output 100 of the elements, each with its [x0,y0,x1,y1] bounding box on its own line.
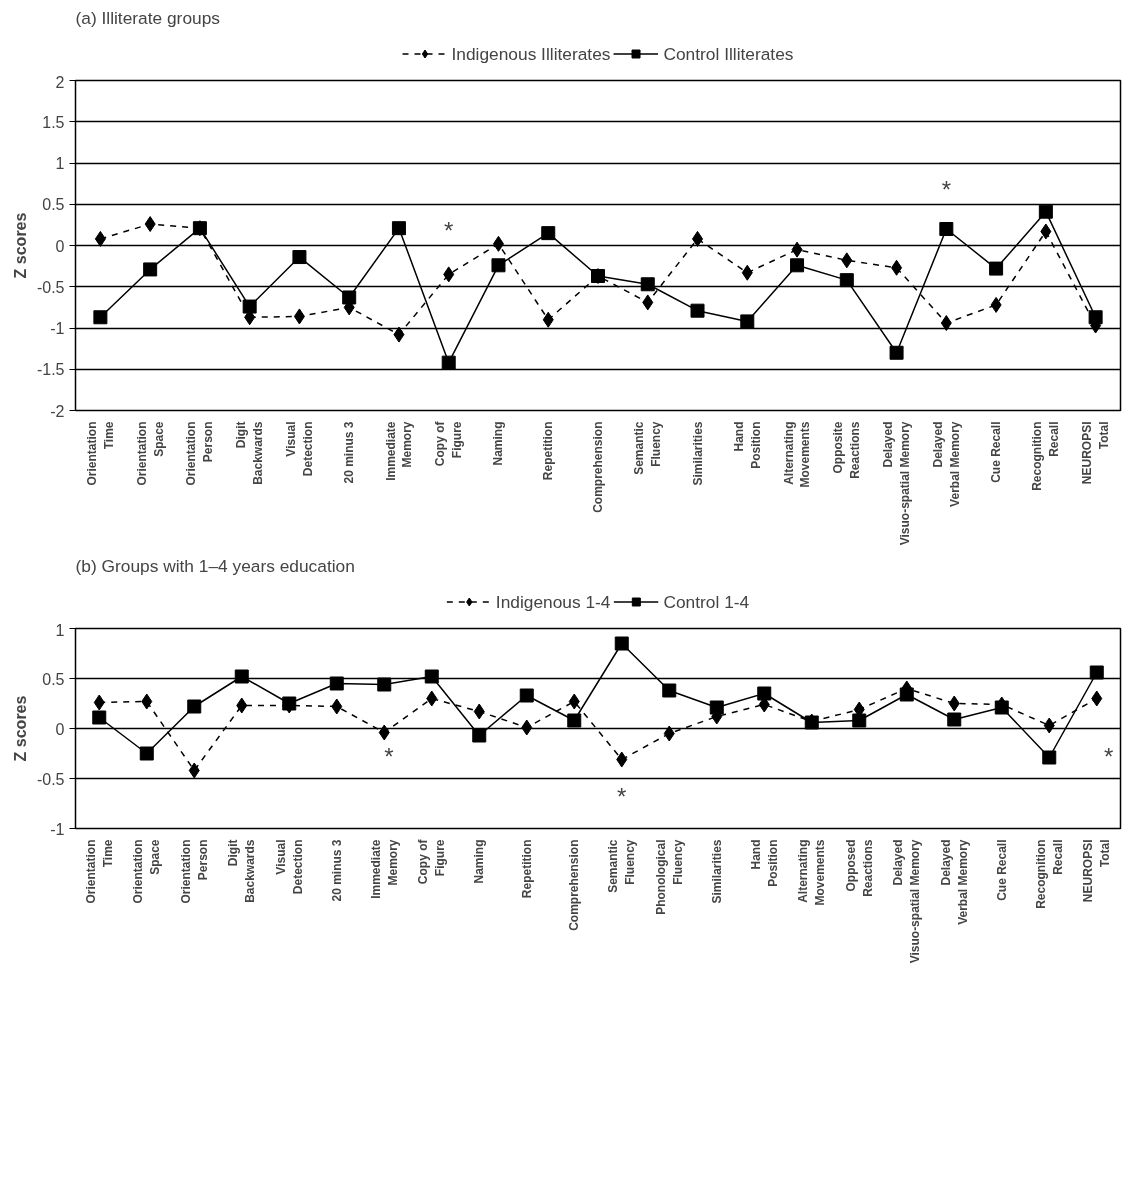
x-tick-label: Orientation Time [84,421,116,486]
point [1088,310,1103,325]
point [948,695,960,712]
chart-title: (b) Groups with 1–4 years education [75,555,355,576]
point [143,262,158,277]
y-tick-label: -1 [50,820,65,838]
x-tick-label: NEUROPSI Total [1080,421,1112,485]
point [378,724,390,741]
point [1040,223,1052,240]
point [331,698,343,715]
point [391,221,406,236]
point [443,266,455,283]
x-tick-label: Delayed Verbal Memory [938,839,970,925]
y-tick-label: 0.5 [42,670,65,688]
x-tick-label: Copy of Figure [416,838,448,885]
x-tick-label: Visual Detection [284,421,315,477]
annotation: * [617,783,627,810]
point [662,683,677,698]
point [567,713,582,728]
x-tick-label: Comprehension [591,421,605,513]
point [187,699,202,714]
point [424,669,439,684]
y-tick-label: -0.5 [36,770,65,788]
point [144,216,156,233]
x-tick-label: Similarities [709,839,724,904]
x-tick-label: Immediate Memory [368,839,400,899]
point [541,226,556,241]
point [93,310,108,325]
y-tick-label: 0 [55,237,65,255]
x-tick-label: Alternating Movements [796,839,828,906]
legend-label: Control 1-4 [663,591,750,612]
point [889,345,904,360]
y-tick-label: 1 [55,621,65,639]
x-tick-label: 20 minus 3 [342,421,357,484]
x-tick-label: Naming [491,421,506,466]
point [640,277,655,292]
point [690,303,705,318]
point [614,636,629,651]
point [377,677,392,692]
x-tick-label: Phonological Fluency [653,839,685,915]
x-tick-label: Visual Detection [273,839,305,895]
x-tick-label: Cue Recall [994,839,1009,901]
x-tick-label: Orientation Space [134,421,166,486]
legend-label: Control Illiterates [663,43,794,64]
x-tick-label: Copy of Figure [433,420,465,467]
point [472,728,487,743]
x-tick-label: Semantic Fluency [606,839,638,893]
x-tick-label: Delayed Visuo-spatial Memory [891,839,923,964]
point [692,230,704,247]
point [899,687,914,702]
point [891,259,903,276]
point [947,712,962,727]
x-tick-label: Hand Position [731,421,763,469]
point [709,700,724,715]
y-tick-label: 1.5 [42,113,65,131]
point [94,230,106,247]
y-tick-label: -1.5 [36,361,65,379]
point [1042,750,1057,765]
point [940,315,952,332]
point [473,703,485,720]
x-tick-label: Orientation Person [178,839,210,904]
y-tick-label: -2 [50,402,65,420]
point [568,693,580,710]
point [329,676,344,691]
annotation: * [941,175,952,203]
point [92,710,107,725]
x-tick-label: Delayed Verbal Memory [930,421,962,507]
x-tick-label: Similarities [690,421,705,486]
x-tick-label: Naming [472,839,487,884]
x-tick-label: Semantic Fluency [632,421,664,475]
point [492,235,504,252]
x-tick-label: Orientation Person [184,421,216,486]
point [839,273,854,288]
point [663,725,675,742]
point [994,700,1009,715]
point [393,326,405,343]
point [841,252,853,269]
point [642,294,654,311]
annotation: * [444,217,454,245]
y-tick-label: 0 [55,720,65,738]
point [519,688,534,703]
x-tick-label: NEUROPSI Total [1081,839,1113,903]
point [791,241,803,258]
point [139,746,154,761]
x-tick-label: Recognition Recall [1033,839,1065,909]
x-tick-label: Digit Backwards [234,421,266,485]
point [616,751,628,768]
point [141,693,153,710]
point [741,264,753,281]
x-tick-label: Repetition [541,421,556,481]
y-tick-label: -1 [50,320,65,337]
annotation: * [384,743,394,770]
point [293,308,305,325]
point [292,250,307,265]
point [234,669,249,684]
point [491,258,506,273]
x-tick-label: Orientation Time [83,839,115,904]
x-tick-label: Immediate Memory [383,421,415,481]
x-tick-label: Cue Recall [989,421,1004,483]
point [790,258,805,273]
